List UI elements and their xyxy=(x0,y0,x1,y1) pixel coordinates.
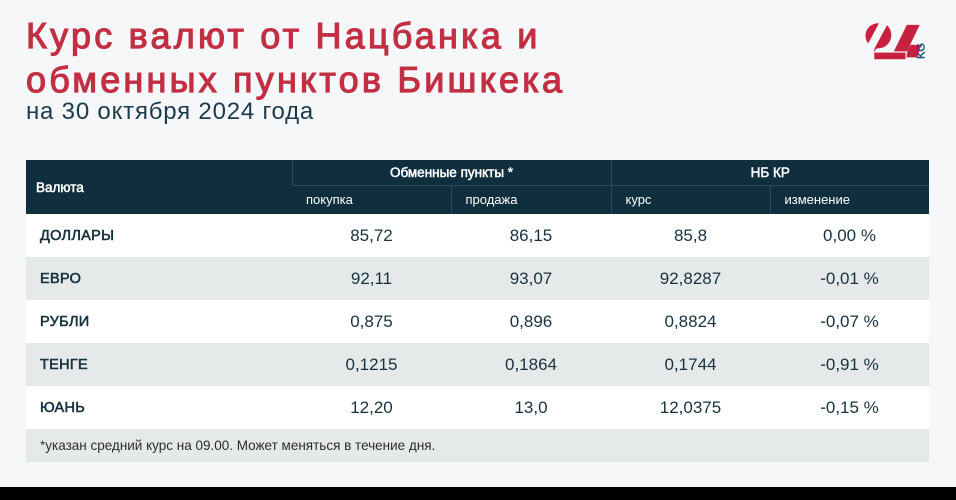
svg-text:KG: KG xyxy=(916,43,928,59)
